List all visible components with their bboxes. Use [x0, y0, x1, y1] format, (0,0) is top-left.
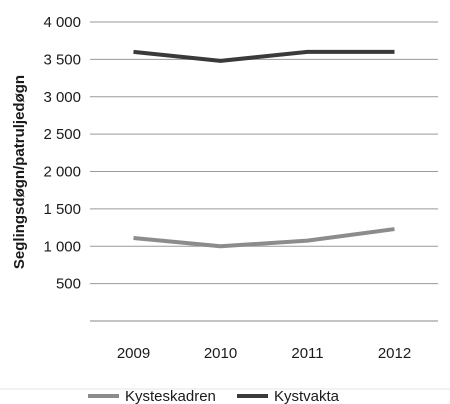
y-tick-label: 1 500: [43, 201, 81, 218]
y-tick-label: 4 000: [43, 14, 81, 31]
legend-label-kystvakta: Kystvakta: [274, 388, 340, 404]
x-tick-label: 2010: [204, 345, 237, 362]
series-lines: [133, 49, 395, 249]
y-tick-label: 2 000: [43, 164, 81, 181]
x-tick-label: 2012: [378, 345, 411, 362]
y-tick-label: 1 000: [43, 238, 81, 255]
series-line-kystvakta: [133, 49, 395, 63]
series-line-kysteskadren: [133, 227, 395, 249]
y-tick-label: 3 000: [43, 89, 81, 106]
x-tick-label: 2011: [291, 345, 323, 362]
legend: Kysteskadren Kystvakta: [88, 388, 340, 404]
gridlines: [90, 21, 438, 322]
y-tick-label: 3 500: [43, 51, 81, 68]
y-tick-label: 500: [56, 276, 81, 293]
x-tick-label: 2009: [117, 345, 150, 362]
y-tick-labels: 500 1 000 1 500 2 000 2 500 3 000 3 500 4 000: [43, 14, 81, 293]
legend-label-kysteskadren: Kysteskadren: [125, 388, 216, 404]
x-tick-labels: 2009 2010 2011 2012: [117, 345, 411, 362]
y-tick-label: 2 500: [43, 126, 81, 143]
y-axis-label: Seglingsdøgn/patruljedøgn: [11, 75, 28, 269]
